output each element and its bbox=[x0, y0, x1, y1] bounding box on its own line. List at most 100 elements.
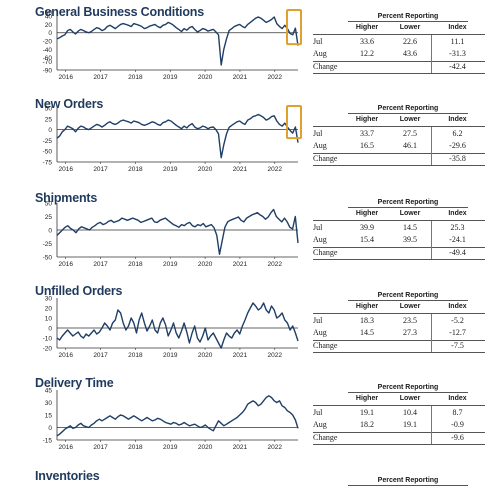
x-tick-label: 2017 bbox=[93, 444, 108, 451]
series-line bbox=[56, 395, 299, 437]
table-rule bbox=[313, 220, 485, 221]
table-rule bbox=[313, 247, 485, 248]
table-cell: 12.2 bbox=[360, 49, 374, 58]
x-tick-label: 2020 bbox=[198, 444, 213, 451]
table-cell: 39.5 bbox=[403, 235, 417, 244]
column-header: Higher bbox=[355, 116, 379, 123]
y-tick-label: -20 bbox=[43, 39, 53, 46]
chart-title: Shipments bbox=[35, 191, 98, 205]
table-cell: -0.9 bbox=[451, 420, 464, 429]
x-tick-label: 2019 bbox=[163, 261, 178, 268]
x-tick-label: 2021 bbox=[233, 166, 248, 173]
x-tick-label: 2019 bbox=[163, 444, 178, 451]
x-tick-label: 2022 bbox=[268, 261, 283, 268]
y-tick-label: -50 bbox=[43, 255, 53, 262]
x-tick-label: 2021 bbox=[233, 74, 248, 81]
table-cell: 27.5 bbox=[403, 129, 417, 138]
change-label: Change bbox=[313, 62, 338, 71]
table-cell: 18.3 bbox=[360, 316, 374, 325]
y-tick-label: 25 bbox=[45, 116, 53, 123]
highlight-box bbox=[286, 9, 302, 46]
x-tick-label: 2019 bbox=[163, 166, 178, 173]
y-tick-label: 20 bbox=[45, 22, 53, 29]
table-cell: 11.1 bbox=[450, 37, 465, 46]
column-header: Index bbox=[448, 395, 467, 402]
table-cell: 19.1 bbox=[403, 420, 417, 429]
x-tick-label: 2019 bbox=[163, 74, 178, 81]
y-tick-label: -75 bbox=[43, 160, 53, 167]
x-tick-label: 2016 bbox=[58, 74, 73, 81]
x-tick-label: 2016 bbox=[58, 261, 73, 268]
table-cell: 23.5 bbox=[403, 316, 417, 325]
column-header: Higher bbox=[355, 303, 379, 310]
y-tick-label: 50 bbox=[45, 106, 53, 113]
table-rule bbox=[313, 259, 485, 260]
row-label: Aug bbox=[313, 420, 327, 429]
row-label: Aug bbox=[313, 328, 327, 337]
y-tick-label: -25 bbox=[43, 138, 53, 145]
highlight-box bbox=[286, 105, 302, 140]
column-header: Lower bbox=[399, 210, 421, 217]
x-tick-label: 2018 bbox=[128, 261, 143, 268]
table-cell: -12.7 bbox=[449, 328, 466, 337]
table-rule bbox=[313, 165, 485, 166]
y-tick-label: 50 bbox=[45, 201, 53, 208]
x-tick-label: 2017 bbox=[93, 352, 108, 359]
series-line bbox=[56, 208, 299, 256]
table-header: Percent Reporting bbox=[348, 199, 468, 208]
y-tick-label: -50 bbox=[43, 149, 53, 156]
y-tick-label: 0 bbox=[48, 228, 52, 235]
y-tick-label: 0 bbox=[48, 127, 52, 134]
y-tick-label: -10 bbox=[43, 336, 53, 343]
chart-title: Inventories bbox=[35, 469, 100, 483]
x-tick-label: 2020 bbox=[198, 352, 213, 359]
table-header: Percent Reporting bbox=[348, 292, 468, 301]
change-value: -49.4 bbox=[449, 248, 466, 257]
y-tick-label: -20 bbox=[43, 346, 53, 353]
row-label: Jul bbox=[313, 129, 323, 138]
y-tick-label: 30 bbox=[45, 296, 53, 303]
x-tick-label: 2017 bbox=[93, 74, 108, 81]
column-header: Lower bbox=[399, 116, 421, 123]
y-tick-label: 0 bbox=[48, 30, 52, 37]
table-cell: 14.5 bbox=[360, 328, 374, 337]
x-tick-label: 2018 bbox=[128, 352, 143, 359]
row-label: Jul bbox=[313, 316, 323, 325]
x-tick-label: 2022 bbox=[268, 166, 283, 173]
y-tick-label: 10 bbox=[45, 316, 53, 323]
table-rule bbox=[313, 313, 485, 314]
column-header: Index bbox=[448, 303, 467, 310]
column-header: Index bbox=[448, 116, 467, 123]
table-cell: -24.1 bbox=[449, 235, 466, 244]
table-header: Percent Reporting bbox=[348, 477, 468, 486]
table-cell: 46.1 bbox=[403, 141, 417, 150]
table-rule bbox=[313, 73, 485, 74]
table-cell: -31.3 bbox=[449, 49, 466, 58]
x-tick-label: 2021 bbox=[233, 352, 248, 359]
table-cell: 18.2 bbox=[360, 420, 374, 429]
table-cell: 43.6 bbox=[403, 49, 417, 58]
x-tick-label: 2022 bbox=[268, 74, 283, 81]
column-header: Index bbox=[448, 210, 467, 217]
x-tick-label: 2016 bbox=[58, 444, 73, 451]
x-tick-label: 2018 bbox=[128, 74, 143, 81]
series-line bbox=[56, 302, 299, 349]
change-label: Change bbox=[313, 341, 338, 350]
table-divider bbox=[431, 314, 432, 352]
y-tick-label: -70 bbox=[43, 59, 53, 66]
table-cell: -5.2 bbox=[451, 316, 464, 325]
table-header: Percent Reporting bbox=[348, 13, 468, 22]
table-rule bbox=[313, 340, 485, 341]
table-header: Percent Reporting bbox=[348, 105, 468, 114]
column-header: Lower bbox=[399, 303, 421, 310]
y-tick-label: 15 bbox=[45, 413, 53, 420]
y-tick-label: 40 bbox=[45, 14, 53, 21]
column-header: Higher bbox=[355, 395, 379, 402]
table-cell: 39.9 bbox=[360, 223, 374, 232]
table-header: Percent Reporting bbox=[348, 384, 468, 393]
table-cell: 8.7 bbox=[452, 408, 463, 417]
